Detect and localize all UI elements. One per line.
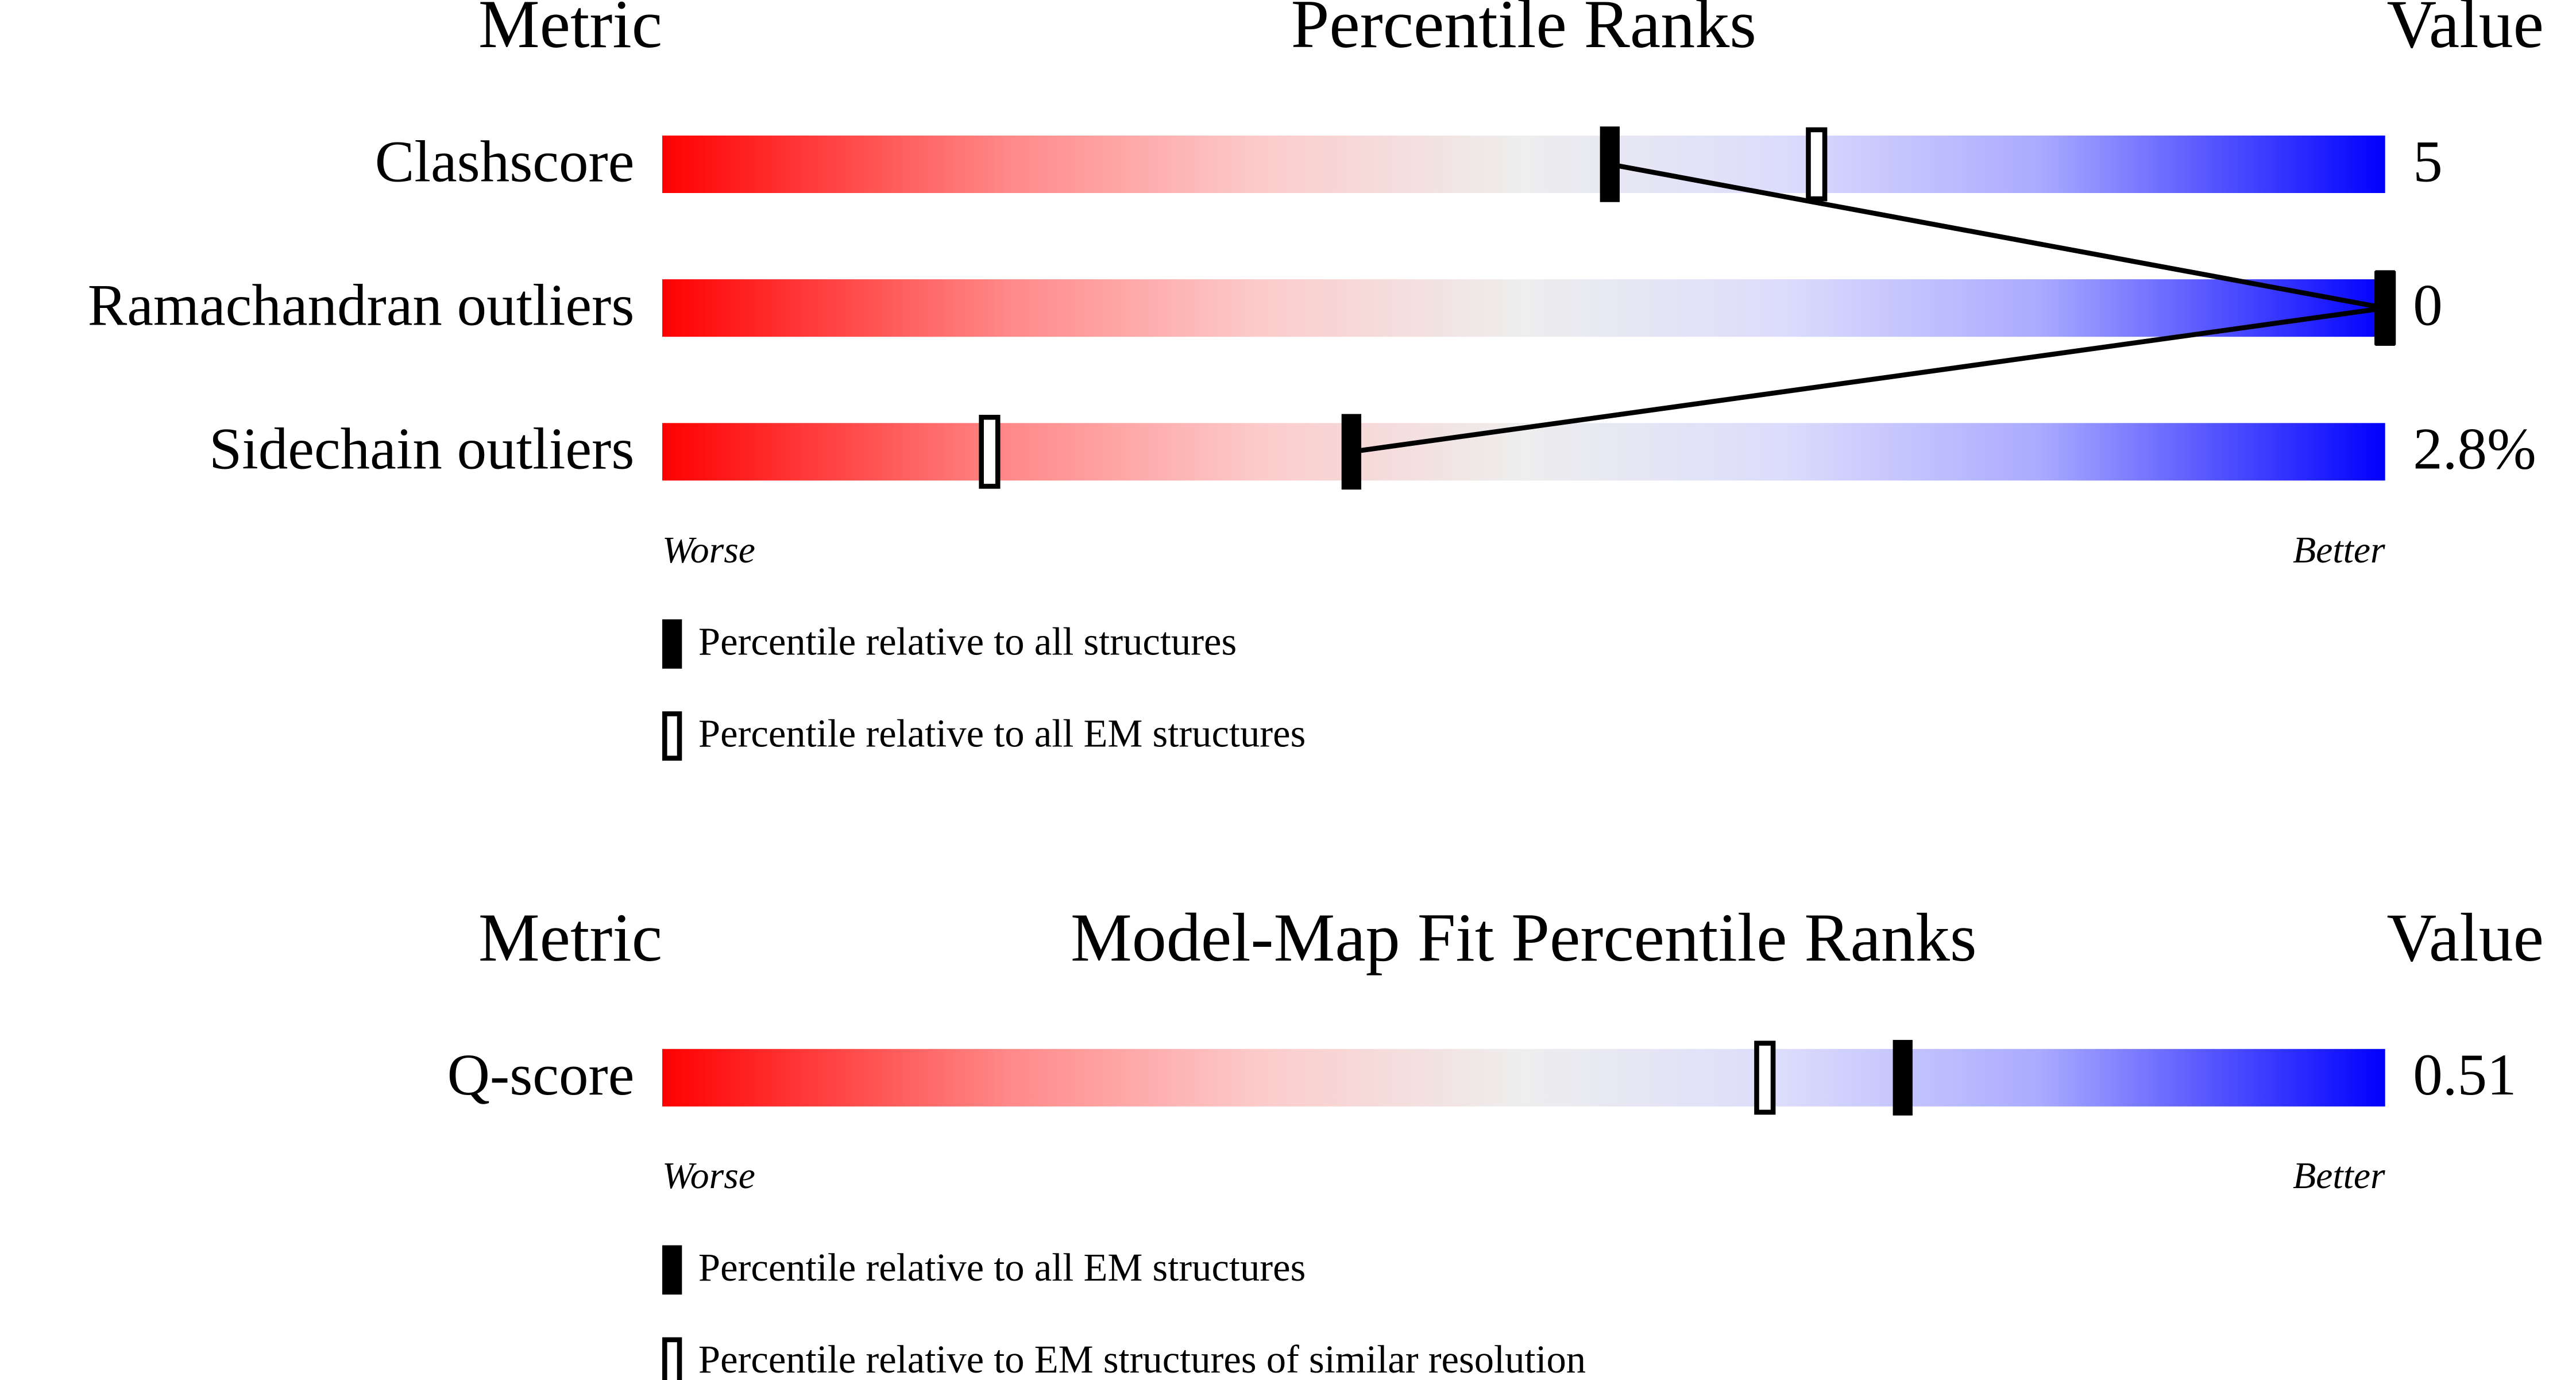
worse-label: Worse — [662, 1155, 755, 1197]
metric-header: Metric — [478, 0, 662, 62]
legend-marker-filled — [662, 619, 682, 669]
legend-marker-filled — [662, 1245, 682, 1295]
worse-label: Worse — [662, 529, 755, 571]
marker-open — [1754, 1040, 1776, 1115]
metric-label: Clashscore — [375, 129, 635, 194]
metric-label: Sidechain outliers — [209, 417, 634, 482]
marker-filled — [2375, 270, 2395, 346]
metric-header: Metric — [478, 899, 662, 976]
legend-label: Percentile relative to all EM structures — [698, 712, 1306, 755]
value-header: Value — [2387, 899, 2544, 976]
percentile-bar — [662, 135, 2385, 193]
percentile-bar — [662, 279, 2385, 337]
metric-value: 0 — [2413, 273, 2442, 338]
metric-label: Ramachandran outliers — [88, 273, 635, 338]
percentile-bar — [662, 423, 2385, 481]
metric-value: 2.8% — [2413, 417, 2536, 482]
marker-filled — [1341, 414, 1362, 490]
marker-filled — [1600, 126, 1620, 202]
metric-value: 0.51 — [2413, 1042, 2516, 1108]
marker-open — [1806, 127, 1828, 202]
legend-marker-open — [662, 1337, 682, 1380]
metric-label: Q-score — [447, 1042, 635, 1108]
percentile-bar — [662, 1049, 2385, 1107]
legend-marker-open — [662, 711, 682, 761]
marker-filled — [1893, 1040, 1913, 1116]
marker-open — [979, 415, 1001, 489]
metric-value: 5 — [2413, 129, 2442, 194]
panel-title: Model-Map Fit Percentile Ranks — [1071, 899, 1977, 976]
better-label: Better — [2293, 529, 2385, 571]
panel-title: Percentile Ranks — [1291, 0, 1756, 62]
better-label: Better — [2293, 1155, 2385, 1197]
value-header: Value — [2387, 0, 2544, 62]
legend-label: Percentile relative to all structures — [698, 620, 1237, 664]
legend-label: Percentile relative to all EM structures — [698, 1246, 1306, 1289]
legend-label: Percentile relative to EM structures of … — [698, 1337, 1586, 1380]
